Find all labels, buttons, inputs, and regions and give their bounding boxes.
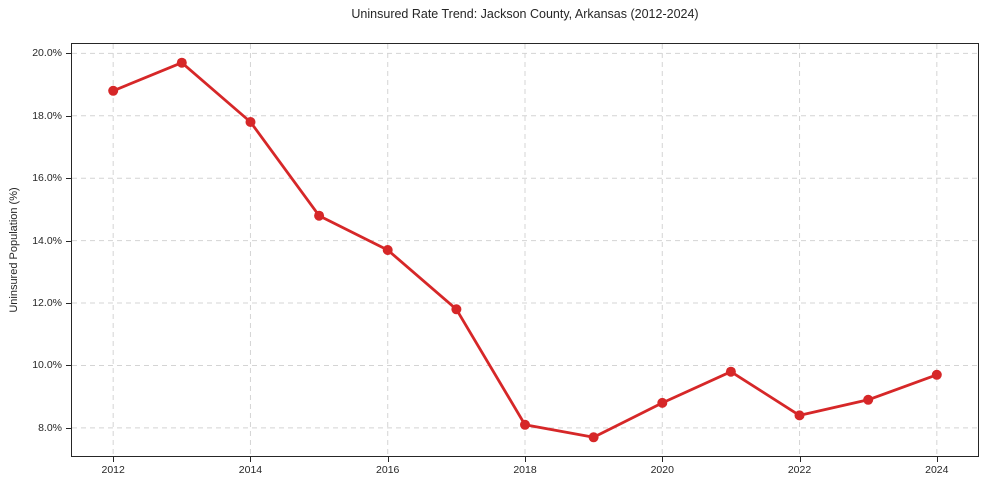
data-point-2023 (863, 394, 874, 405)
y-tick-label: 20.0% (32, 47, 62, 60)
x-tick-label: 2012 (101, 464, 125, 476)
x-tick-label: 2018 (513, 464, 537, 476)
y-tick-label: 16.0% (32, 172, 62, 185)
data-point-2014 (245, 117, 256, 127)
data-point-2012 (108, 85, 119, 96)
y-tick-label: 14.0% (32, 234, 62, 247)
y-axis-label: Uninsured Population (%) (8, 187, 20, 313)
data-point-2013 (176, 57, 187, 68)
y-tick-label: 8.0% (38, 421, 62, 434)
x-tick-mark (799, 456, 801, 462)
y-tick-mark (66, 303, 72, 305)
x-tick-label: 2016 (376, 464, 400, 476)
y-tick-mark (66, 365, 72, 367)
y-tick-label: 10.0% (32, 359, 62, 372)
y-tick-mark (66, 115, 72, 117)
x-tick-label: 2020 (650, 464, 674, 476)
data-point-2019 (588, 432, 599, 443)
y-tick-mark (66, 53, 72, 55)
chart-title: Uninsured Rate Trend: Jackson County, Ar… (351, 7, 699, 21)
data-point-2022 (794, 410, 805, 421)
data-point-2020 (657, 397, 668, 408)
y-tick-label: 18.0% (32, 109, 62, 122)
x-tick-mark (387, 456, 389, 462)
x-tick-label: 2024 (925, 464, 949, 476)
data-point-2021 (725, 366, 736, 377)
x-tick-mark (936, 456, 938, 462)
x-tick-mark (250, 456, 252, 462)
data-point-2024 (931, 369, 942, 380)
data-point-2015 (314, 210, 325, 221)
x-tick-label: 2014 (238, 464, 263, 476)
y-tick-label: 12.0% (32, 297, 62, 310)
y-tick-mark (66, 240, 72, 242)
x-tick-label: 2022 (787, 464, 812, 476)
data-point-2017 (451, 304, 462, 315)
y-tick-mark (66, 178, 72, 180)
plot-area (71, 43, 979, 457)
x-tick-mark (662, 456, 664, 462)
data-point-2018 (520, 419, 530, 430)
data-point-2016 (382, 245, 393, 255)
y-tick-mark (66, 427, 72, 429)
line-chart-svg (72, 44, 978, 456)
x-tick-mark (525, 456, 526, 462)
x-tick-mark (113, 456, 115, 462)
